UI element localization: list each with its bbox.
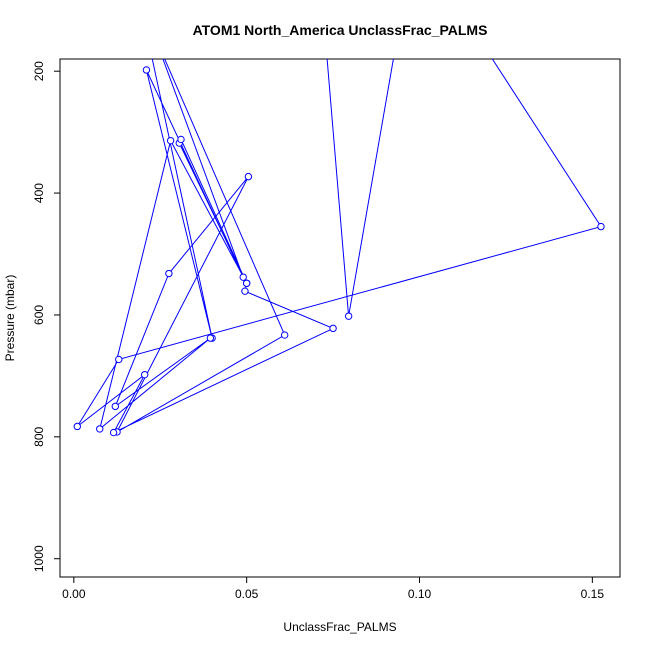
y-axis-label: Pressure (mbar) <box>3 275 17 362</box>
y-tick-label: 200 <box>32 61 46 81</box>
data-point <box>177 135 185 144</box>
data-point <box>244 172 253 181</box>
data-point <box>242 279 251 287</box>
data-point <box>344 312 353 320</box>
data-point <box>206 334 215 342</box>
data-point <box>392 45 398 51</box>
x-tick-label: 0.00 <box>62 587 86 601</box>
y-axis: 200 400 600 800 1000 <box>32 61 60 572</box>
data-point <box>165 269 173 278</box>
plot-frame <box>59 58 621 578</box>
chart-title: ATOM1 North_America UnclassFrac_PALMS <box>193 22 488 38</box>
data-point <box>109 428 118 437</box>
series-line <box>76 59 602 434</box>
data-point <box>597 222 605 231</box>
y-tick-label: 600 <box>32 305 46 325</box>
data-point <box>115 355 123 364</box>
x-tick-label: 0.10 <box>408 587 432 601</box>
data-point <box>329 324 337 333</box>
data-point <box>241 287 249 295</box>
x-tick-label: 0.05 <box>235 587 259 601</box>
data-point <box>280 331 289 339</box>
data-point <box>150 30 156 36</box>
data-point <box>142 66 151 74</box>
data-point <box>73 422 81 431</box>
x-axis: 0.00 0.05 0.10 0.15 <box>62 577 604 601</box>
data-point <box>239 273 247 281</box>
data-point <box>482 45 488 51</box>
y-tick-label: 400 <box>32 183 46 203</box>
y-tick-label: 1000 <box>32 545 46 572</box>
data-point <box>323 45 329 51</box>
data-point <box>96 425 104 433</box>
x-axis-label: UnclassFrac_PALMS <box>283 620 396 634</box>
data-point <box>166 136 175 145</box>
data-point <box>143 28 149 34</box>
y-tick-label: 800 <box>32 427 46 447</box>
data-point <box>140 370 149 379</box>
x-tick-label: 0.15 <box>581 587 605 601</box>
series-layer <box>73 28 605 437</box>
data-point <box>111 402 120 411</box>
